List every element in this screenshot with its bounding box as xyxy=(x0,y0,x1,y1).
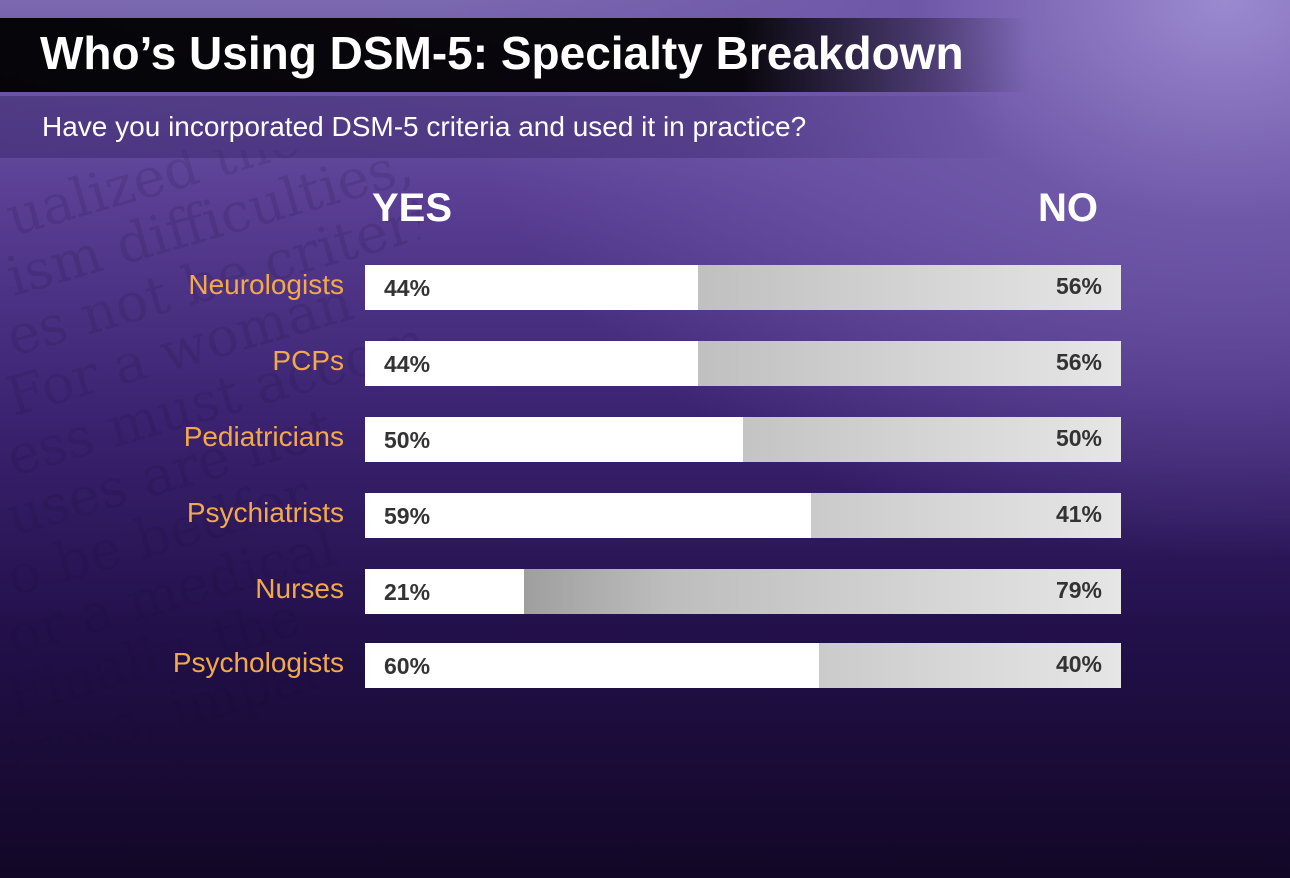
no-bar: 59% 41% xyxy=(365,493,1121,538)
chart-row: Neurologists 44% 56% xyxy=(0,265,1130,311)
no-value-label: 50% xyxy=(1055,425,1102,451)
no-bar: 44% 56% xyxy=(365,265,1121,310)
no-value-label: 41% xyxy=(1055,501,1102,527)
no-value-label: 56% xyxy=(1055,349,1102,375)
category-label: Pediatricians xyxy=(183,421,344,452)
yes-bar xyxy=(365,643,819,688)
category-label: Neurologists xyxy=(188,269,344,300)
chart-subtitle: Have you incorporated DSM-5 criteria and… xyxy=(42,111,807,142)
yes-value-label: 44% xyxy=(384,351,431,377)
no-bar: 44% 56% xyxy=(365,341,1121,386)
title-band xyxy=(0,18,1030,92)
category-label: Psychiatrists xyxy=(186,497,344,528)
no-bar: 60% 40% xyxy=(365,643,1121,688)
no-bar: 50% 50% xyxy=(365,417,1121,462)
chart-row: Nurses 21% 79% xyxy=(0,569,1130,615)
yes-bar xyxy=(365,493,811,538)
yes-column-header: YES xyxy=(372,186,453,230)
chart-row: PCPs 44% 56% xyxy=(0,341,1130,387)
subtitle-band xyxy=(0,96,1010,158)
chart-row: Pediatricians 50% 50% xyxy=(0,417,1130,463)
category-label: Psychologists xyxy=(172,647,344,678)
no-value-label: 56% xyxy=(1055,273,1102,299)
yes-bar xyxy=(365,417,743,462)
category-label: PCPs xyxy=(272,345,344,376)
yes-value-label: 21% xyxy=(384,579,431,605)
chart-title: Who’s Using DSM-5: Specialty Breakdown xyxy=(40,27,964,79)
no-value-label: 40% xyxy=(1055,651,1102,677)
yes-value-label: 44% xyxy=(384,275,431,301)
yes-bar xyxy=(365,569,524,614)
yes-value-label: 60% xyxy=(384,653,431,679)
chart-row: Psychologists 60% 40% xyxy=(0,643,1130,689)
yes-value-label: 50% xyxy=(384,427,431,453)
no-value-label: 79% xyxy=(1055,577,1102,603)
category-label: Nurses xyxy=(255,573,344,604)
yes-bar xyxy=(365,265,698,310)
yes-bar xyxy=(365,341,698,386)
no-bar: 21% 79% xyxy=(365,569,1121,614)
no-column-header: NO xyxy=(1038,186,1098,230)
yes-value-label: 59% xyxy=(384,503,431,529)
chart-row: Psychiatrists 59% 41% xyxy=(0,493,1130,539)
